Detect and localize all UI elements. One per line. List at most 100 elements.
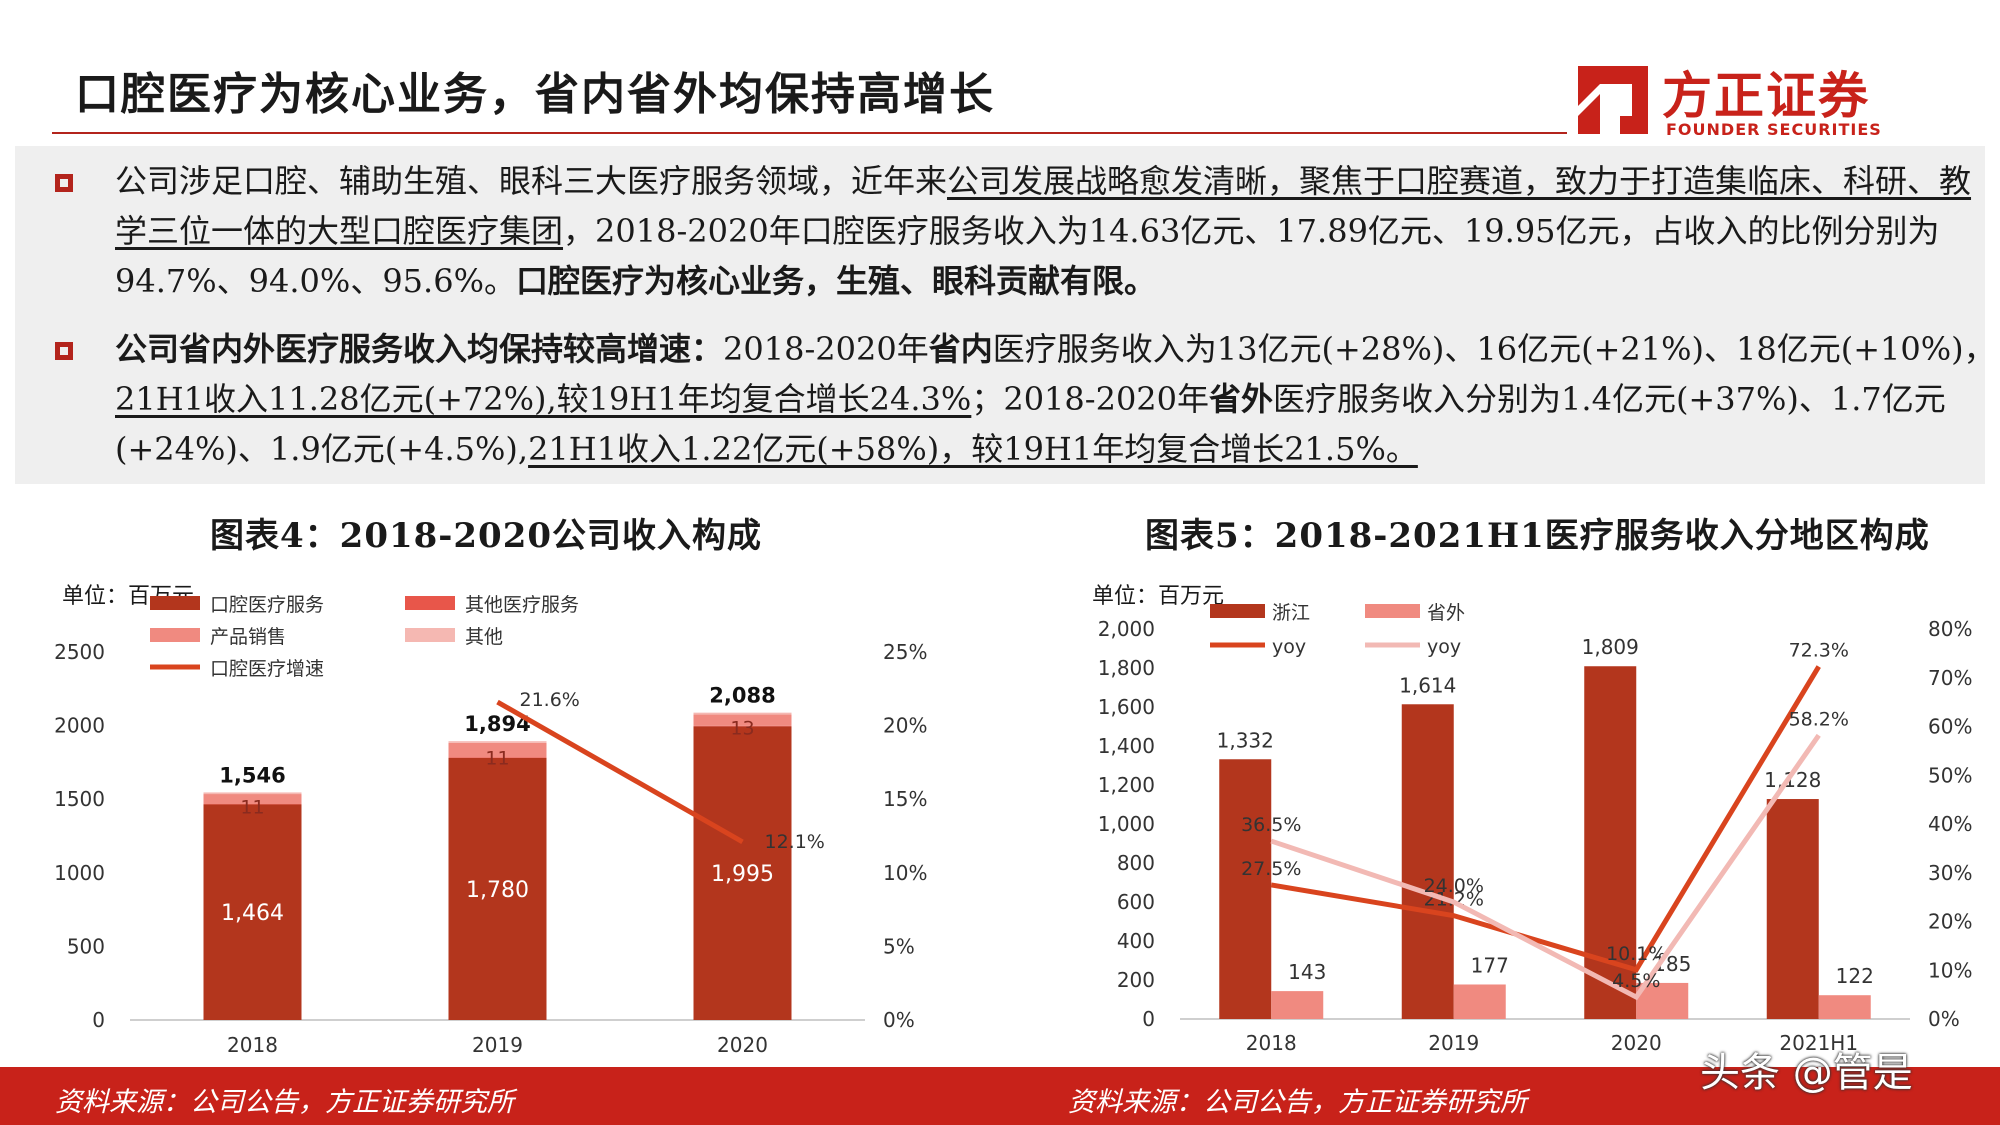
y2-tick-label: 10%	[1928, 958, 1972, 982]
y-tick-label: 800	[1117, 851, 1155, 875]
bullet-segment: 公司涉足口腔、辅助生殖、眼科三大医疗服务领域，近年来	[115, 162, 948, 200]
y-tick-label: 1000	[54, 861, 105, 885]
title-divider	[52, 132, 1567, 134]
y-tick-label: 500	[67, 934, 105, 958]
bar-segment	[203, 792, 302, 795]
bar-segment	[448, 741, 547, 743]
data-label: 122	[1836, 964, 1874, 988]
bar	[1271, 991, 1324, 1019]
data-label: 1,464	[221, 901, 284, 926]
bullet-segment: 公司发展战略愈发清晰，聚焦于口腔赛道，致力于打造集临床、科研、教学三位一体的大型…	[115, 162, 1972, 250]
yoy-line	[1270, 733, 1821, 1001]
yoy-label: 24.0%	[1424, 875, 1484, 897]
yoy-label: 36.5%	[1241, 814, 1301, 836]
y2-tick-label: 5%	[883, 934, 915, 958]
data-label: 177	[1471, 953, 1509, 977]
data-label: 13	[730, 717, 754, 739]
x-tick-label: 2019	[472, 1033, 523, 1057]
data-label: 11	[240, 796, 264, 818]
left-source-note: 资料来源：公司公告，方正证券研究所	[55, 1087, 514, 1118]
y2-tick-label: 40%	[1928, 812, 1972, 836]
x-tick-label: 2021H1	[1779, 1031, 1858, 1055]
bar	[1453, 984, 1506, 1019]
legend-swatch	[150, 596, 200, 610]
yoy-label: 27.5%	[1241, 858, 1301, 880]
legend-swatch	[1365, 604, 1420, 618]
y2-tick-label: 60%	[1928, 715, 1972, 739]
y-tick-label: 0	[1142, 1007, 1155, 1031]
legend-label: 产品销售	[210, 626, 286, 648]
y2-tick-label: 25%	[883, 640, 927, 664]
growth-line	[496, 699, 744, 845]
bar-segment	[203, 804, 302, 1020]
bullet-segment: 医疗服务收入为13亿元(+28%)、16亿元(+21%)、18亿元(+10%)，	[992, 330, 1996, 368]
data-label: 1,995	[711, 862, 774, 887]
logo-text-cn: 方正证券	[1662, 67, 1870, 125]
regional-revenue-chart: 0 200 400 600 800 1,000 1,200 1,400 1,600 1,800 2,…	[1098, 602, 1973, 1055]
bar-segment	[448, 742, 547, 758]
data-label: 1,332	[1217, 728, 1274, 752]
legend-label: 省外	[1427, 602, 1465, 624]
right-source-note: 资料来源：公司公告，方正证券研究所	[1068, 1087, 1527, 1118]
y2-tick-label: 0%	[1928, 1007, 1960, 1031]
bar-segment	[203, 794, 302, 805]
bullet-text: 公司省内外医疗服务收入均保持较高增速：2018-2020年省内医疗服务收入为13…	[115, 324, 1997, 474]
x-tick-label: 2020	[1611, 1031, 1662, 1055]
founder-logo-icon	[1578, 66, 1648, 134]
right-chart-title: 图表5：2018-2021H1医疗服务收入分地区构成	[1145, 516, 1930, 556]
bar	[1401, 704, 1454, 1019]
legend-label: yoy	[1272, 636, 1306, 658]
bullet-segment: 2018-2020年	[723, 330, 929, 368]
legend-label: 其他医疗服务	[465, 594, 579, 616]
summary-panel: 公司涉足口腔、辅助生殖、眼科三大医疗服务领域，近年来公司发展战略愈发清晰，聚焦于…	[15, 146, 1996, 484]
bullet-segment: 省外	[1209, 380, 1274, 418]
y-tick-label: 1,400	[1098, 734, 1155, 758]
total-label: 2,088	[709, 684, 775, 708]
bullet-segment: 医疗服务收入分别为1.4亿元(+37%)、1.7亿元(+24%)、1.9亿元(+…	[115, 380, 1946, 468]
y-tick-label: 2000	[54, 714, 105, 738]
x-tick-label: 2018	[227, 1033, 278, 1057]
data-label: 1,780	[466, 878, 529, 903]
legend-label: 其他	[465, 626, 503, 648]
yoy-label: 4.5%	[1612, 970, 1660, 992]
y2-tick-label: 20%	[1928, 910, 1972, 934]
legend-label: 浙江	[1272, 602, 1310, 624]
right-chart-unit: 单位：百万元	[1092, 584, 1225, 609]
bar	[1766, 799, 1819, 1019]
y2-tick-label: 70%	[1928, 666, 1972, 690]
bullet-segment: ；2018-2020年	[971, 380, 1210, 418]
bar	[1818, 995, 1871, 1019]
y-tick-label: 0	[92, 1008, 105, 1032]
watermark: 头条 @管是	[1700, 1050, 1913, 1096]
y2-tick-label: 50%	[1928, 763, 1972, 787]
revenue-composition-chart: 0 500 1000 1500 2000 2500 0% 5% 10% 15% 20% 25% 2018…	[54, 594, 927, 1057]
y-tick-label: 1,600	[1098, 695, 1155, 719]
y-tick-label: 1,800	[1098, 656, 1155, 680]
bar-segment	[693, 726, 792, 1020]
y-tick-label: 1500	[54, 787, 105, 811]
y2-tick-label: 20%	[883, 714, 927, 738]
legend-swatch	[405, 628, 455, 642]
bullet-square-icon	[55, 342, 73, 360]
legend-label: 口腔医疗服务	[210, 594, 324, 616]
brand-logo: 方正证券 FOUNDER SECURITIES	[1570, 58, 1900, 142]
y-tick-label: 400	[1117, 929, 1155, 953]
left-chart-title: 图表4：2018-2020公司收入构成	[210, 516, 763, 556]
data-label: 1,809	[1582, 635, 1639, 659]
x-tick-label: 2018	[1246, 1031, 1297, 1055]
legend-swatch	[405, 596, 455, 610]
y-tick-label: 200	[1117, 968, 1155, 992]
bar-segment	[693, 714, 792, 726]
y2-tick-label: 30%	[1928, 861, 1972, 885]
growth-label: 21.6%	[520, 689, 580, 711]
logo-text-en: FOUNDER SECURITIES	[1666, 120, 1882, 139]
bullet-segment: 21H1收入1.22亿元(+58%)，较19H1年均复合增长21.5%。	[528, 430, 1418, 468]
bullet-segment: 公司省内外医疗服务收入均保持较高增速：	[115, 330, 724, 368]
bullet-text: 公司涉足口腔、辅助生殖、眼科三大医疗服务领域，近年来公司发展战略愈发清晰，聚焦于…	[115, 156, 1997, 306]
bar-segment	[693, 712, 792, 715]
data-label: 143	[1288, 960, 1326, 984]
yoy-line	[1270, 665, 1821, 973]
bullet-square-icon	[55, 174, 73, 192]
growth-label: 12.1%	[765, 831, 825, 853]
x-tick-label: 2019	[1428, 1031, 1479, 1055]
